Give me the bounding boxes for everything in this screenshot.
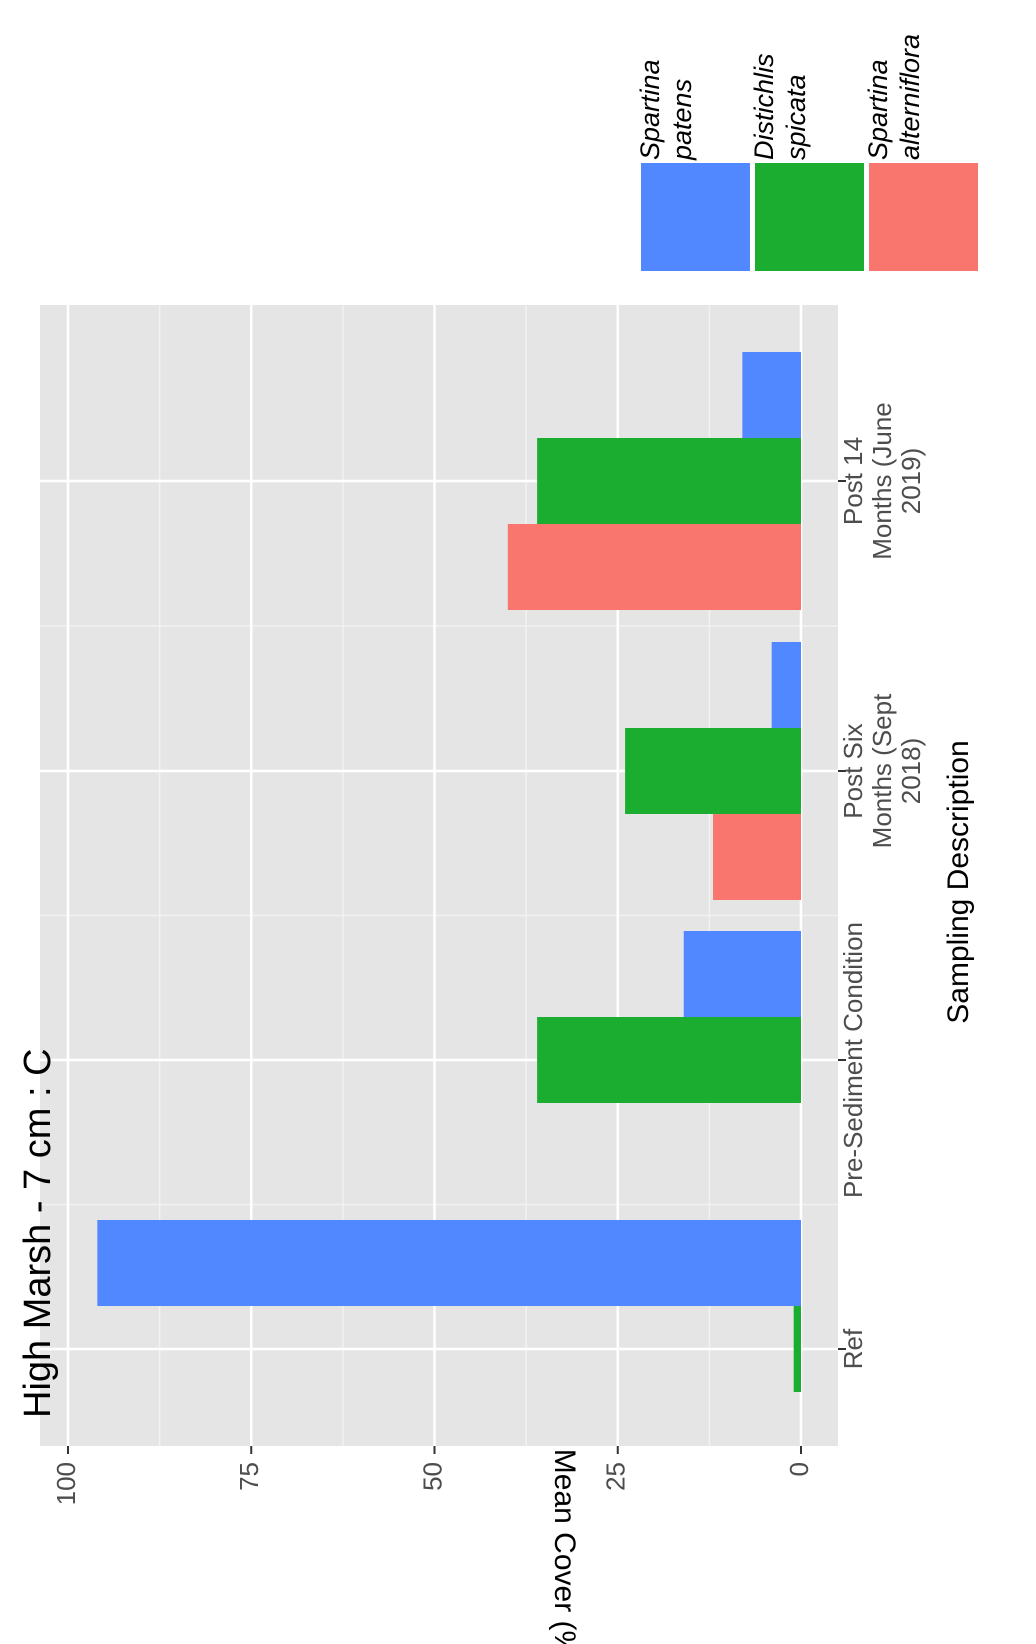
bar [742,352,801,438]
bar [625,728,801,814]
bars [97,352,801,1392]
legend-label: spicata [781,74,811,160]
legend-key [639,161,752,273]
x-tick-label: 2018) [896,738,926,805]
x-tick-label: Ref [838,1328,868,1369]
bar [771,642,801,728]
bar [537,1017,801,1103]
bar [683,931,801,1017]
bar [537,438,801,524]
legend-key [867,161,980,273]
legend-label: patens [667,79,697,161]
legend-key [753,161,866,273]
x-tick-label: Post Six [838,723,868,818]
legend-label: Spartina [863,59,893,160]
x-tick-label: Post 14 [838,437,868,525]
x-tick-label: Months (June [867,402,897,560]
bar [97,1220,801,1306]
x-tick-label: 2019) [896,448,926,515]
x-tick-label: Months (Sept [867,693,897,848]
y-tick-label: 100 [51,1462,81,1505]
bar [507,524,801,610]
legend-label: Distichlis [749,53,779,160]
legend-label: Spartina [635,59,665,160]
y-tick-label: 75 [234,1462,264,1491]
y-tick-label: 50 [417,1462,447,1491]
y-tick-label: 0 [784,1462,814,1476]
legend-label: alterniflora [895,34,925,160]
y-axis-title: Mean Cover (%) [548,1449,581,1644]
axis-ticks: 0 25 50 75 100 Ref Pre-Sediment Condition Post … [51,402,926,1505]
x-axis-title: Sampling Description [942,740,975,1023]
bar [713,814,801,900]
chart-title: High Marsh - 7 cm : C [17,1048,59,1418]
y-tick-label: 25 [601,1462,631,1491]
bar [793,1306,801,1392]
x-tick-label: Pre-Sediment Condition [838,922,868,1198]
